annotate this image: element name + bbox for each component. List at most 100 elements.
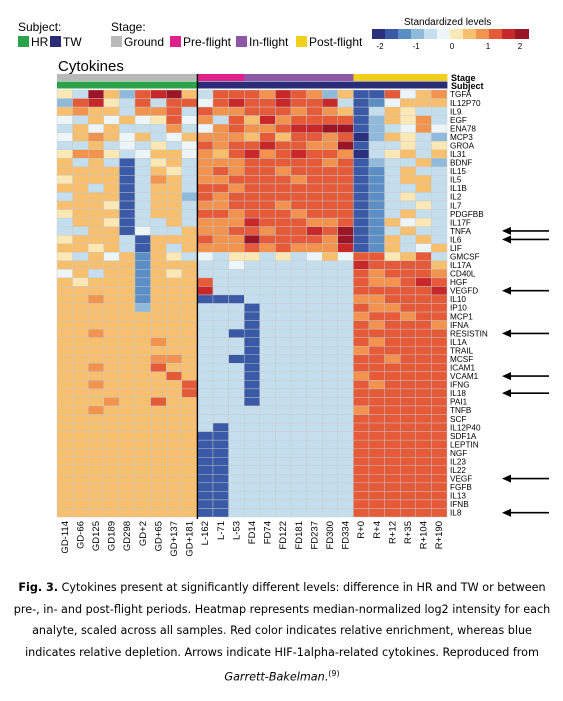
heatmap-cell — [275, 397, 292, 407]
heatmap-cell — [368, 252, 385, 261]
heatmap-cell — [103, 115, 120, 125]
heatmap-cell — [212, 414, 229, 424]
row-label: GROA — [450, 141, 475, 150]
heatmap-cell — [431, 457, 448, 466]
heatmap-cell — [353, 192, 370, 202]
column-label: FD237 — [309, 521, 320, 550]
heatmap-cell — [212, 337, 229, 347]
caption-label: Fig. 3. — [18, 581, 59, 594]
heatmap-cell — [384, 303, 401, 313]
heatmap-cell — [400, 183, 417, 193]
heatmap-cell — [384, 89, 401, 99]
heatmap-cell — [322, 320, 339, 330]
heatmap-cell — [72, 474, 89, 484]
heatmap-cell — [228, 380, 245, 390]
heatmap-cell — [103, 346, 120, 355]
row-label: SDF1A — [450, 432, 477, 441]
heatmap-cell — [228, 328, 245, 338]
heatmap-cell — [181, 499, 198, 509]
row-label: IL18 — [450, 389, 466, 398]
heatmap-cell — [322, 158, 339, 168]
subject-annotation-cell — [150, 81, 167, 89]
heatmap-cell — [56, 294, 73, 304]
row-label: IFNG — [450, 381, 470, 390]
heatmap-cell — [181, 98, 198, 108]
heatmap-cell — [181, 397, 198, 407]
stage-preflight-label: Pre-flight — [183, 35, 232, 49]
heatmap-cell — [384, 311, 401, 321]
colorbar-tick: -1 — [412, 42, 420, 51]
heatmap-cell — [87, 192, 104, 202]
heatmap-cell — [103, 422, 120, 432]
heatmap-cell — [243, 439, 260, 449]
heatmap-cell — [87, 439, 104, 449]
heatmap-cell — [415, 166, 432, 176]
heatmap-cell — [165, 328, 182, 338]
heatmap-cell — [290, 243, 307, 253]
heatmap-cell — [400, 226, 417, 236]
heatmap-cell — [275, 175, 292, 185]
heatmap-cell — [337, 346, 354, 355]
heatmap-cell — [415, 499, 432, 509]
heatmap-cell — [87, 354, 104, 364]
heatmap-cell — [150, 98, 167, 108]
heatmap-cell — [243, 98, 260, 108]
heatmap-cell — [119, 98, 136, 108]
heatmap-cell — [212, 115, 229, 125]
stage-annotation-cell — [275, 74, 292, 81]
heatmap-cell — [197, 482, 214, 492]
heatmap-cell — [134, 234, 151, 244]
heatmap-cell — [275, 132, 292, 142]
heatmap-cell — [56, 337, 73, 347]
heatmap-cell — [119, 234, 136, 244]
heatmap-cell — [400, 380, 417, 390]
heatmap-cell — [119, 508, 136, 518]
heatmap-cell — [337, 269, 354, 279]
heatmap-cell — [384, 448, 401, 458]
heatmap-cell — [400, 431, 417, 441]
heatmap-cell — [322, 328, 339, 338]
heatmap-cell — [87, 243, 104, 253]
heatmap-cell — [243, 252, 260, 261]
heatmap-cell — [103, 106, 120, 116]
heatmap-cell — [353, 465, 370, 475]
hif1a-arrowhead — [502, 389, 511, 398]
heatmap-cell — [275, 457, 292, 466]
heatmap-cell — [290, 482, 307, 492]
heatmap-cell — [322, 183, 339, 193]
heatmap-cell — [150, 397, 167, 407]
heatmap-cell — [368, 354, 385, 364]
heatmap-cell — [275, 166, 292, 176]
heatmap-cell — [322, 405, 339, 415]
heatmap-cell — [87, 457, 104, 466]
heatmap-cell — [228, 337, 245, 347]
heatmap-cell — [259, 303, 276, 313]
heatmap-cell — [353, 141, 370, 150]
heatmap-cell — [306, 311, 323, 321]
heatmap-cell — [322, 354, 339, 364]
heatmap-cell — [119, 499, 136, 509]
heatmap-cell — [197, 491, 214, 501]
row-label: IFNA — [450, 321, 469, 330]
heatmap-cell — [103, 499, 120, 509]
heatmap-cell — [165, 371, 182, 381]
heatmap-cell — [322, 98, 339, 108]
heatmap-cell — [87, 405, 104, 415]
heatmap-cell — [119, 337, 136, 347]
stage-preflight-swatch — [170, 36, 181, 47]
heatmap-cell — [400, 499, 417, 509]
heatmap-cell — [103, 158, 120, 168]
heatmap-cell — [306, 337, 323, 347]
heatmap-cell — [103, 132, 120, 142]
heatmap-cell — [337, 234, 354, 244]
heatmap-cell — [353, 277, 370, 287]
heatmap-cell — [56, 260, 73, 270]
heatmap-cell — [337, 149, 354, 159]
heatmap-cell — [134, 508, 151, 518]
heatmap-cell — [400, 491, 417, 501]
heatmap-cell — [353, 260, 370, 270]
heatmap-cell — [197, 337, 214, 347]
heatmap-cell — [306, 414, 323, 424]
heatmap-cell — [228, 311, 245, 321]
row-label: LEPTIN — [450, 440, 479, 449]
